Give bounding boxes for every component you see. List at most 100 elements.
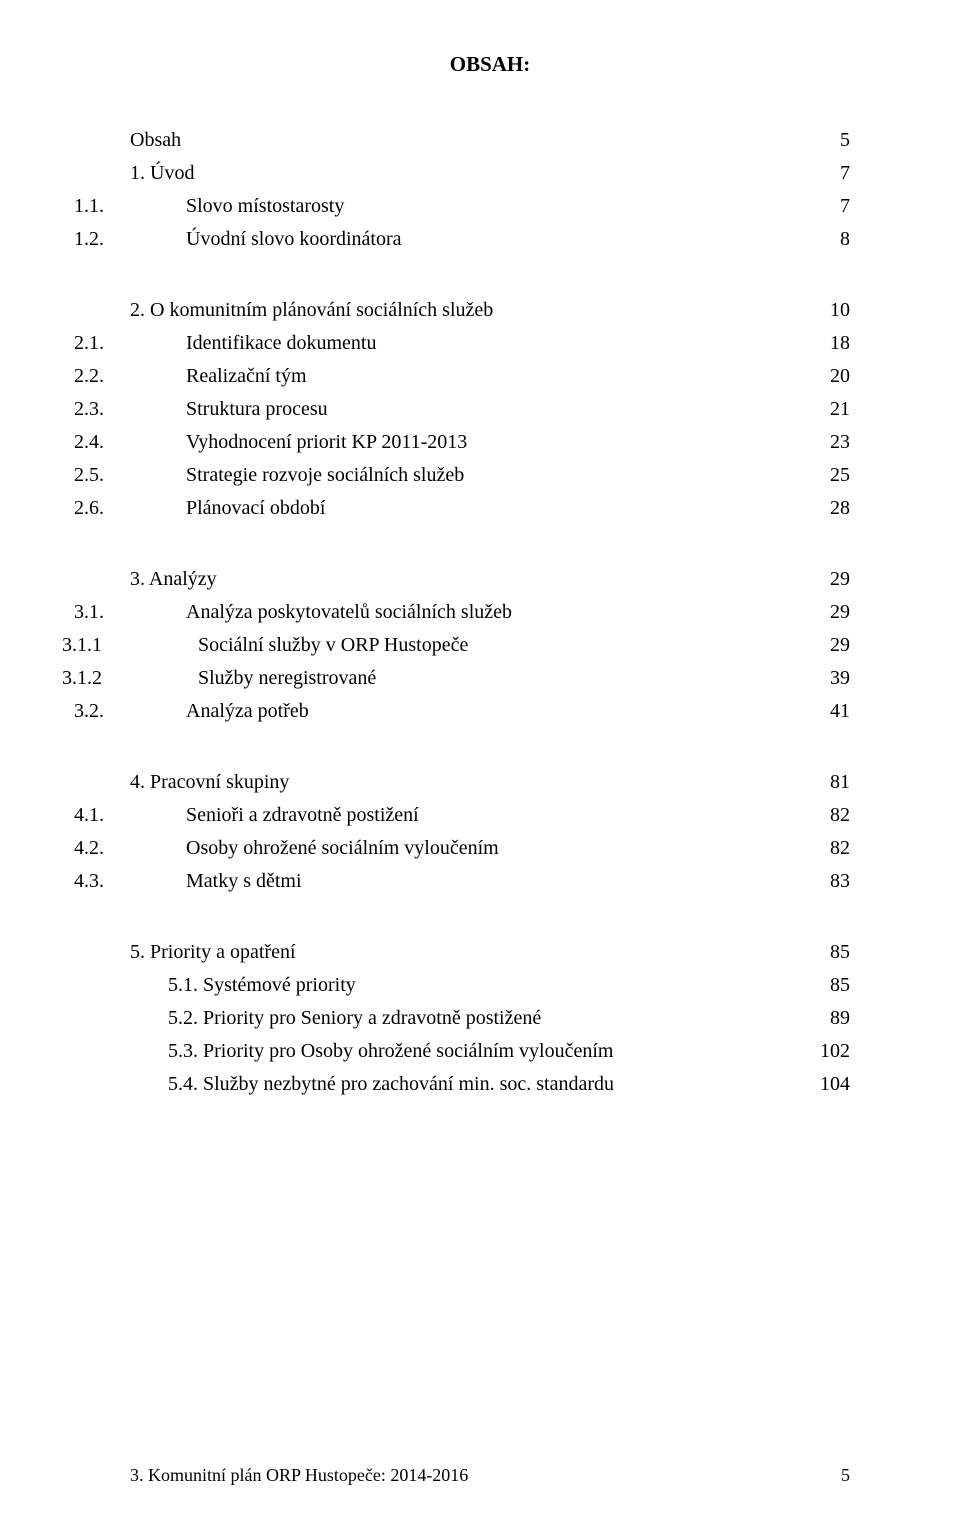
toc-row: 4.3.Matky s dětmi83 <box>130 866 850 897</box>
toc-row: 4.1.Senioři a zdravotně postižení82 <box>130 800 850 831</box>
toc-page-number: 104 <box>790 1069 850 1100</box>
toc-row: 1.1.Slovo místostarosty7 <box>130 191 850 222</box>
toc-label: 4.1.Senioři a zdravotně postižení <box>130 800 790 831</box>
toc-label: 3. Analýzy <box>130 564 790 595</box>
toc-row: 2.1.Identifikace dokumentu18 <box>130 328 850 359</box>
toc-page-number: 82 <box>790 800 850 831</box>
toc-number: 3.1.1 <box>130 630 198 661</box>
section-gap <box>130 257 850 295</box>
section-gap <box>130 729 850 767</box>
toc-row: Obsah5 <box>130 125 850 156</box>
toc-row: 5.2. Priority pro Seniory a zdravotně po… <box>130 1003 850 1034</box>
toc-row: 3.1.2Služby neregistrované39 <box>130 663 850 694</box>
toc-label: 5. Priority a opatření <box>130 937 790 968</box>
toc-page-number: 8 <box>790 224 850 255</box>
toc-number: 1.2. <box>130 224 186 255</box>
toc-number: 4.1. <box>130 800 186 831</box>
toc-row: 2.2.Realizační tým20 <box>130 361 850 392</box>
toc-row: 3.1.Analýza poskytovatelů sociálních slu… <box>130 597 850 628</box>
toc-row: 2.6.Plánovací období28 <box>130 493 850 524</box>
toc-row: 2. O komunitním plánování sociálních slu… <box>130 295 850 326</box>
toc-page-number: 82 <box>790 833 850 864</box>
toc-page-number: 20 <box>790 361 850 392</box>
toc-page-number: 5 <box>790 125 850 156</box>
toc-number: 4.2. <box>130 833 186 864</box>
toc-row: 2.5.Strategie rozvoje sociálních služeb2… <box>130 460 850 491</box>
toc-row: 1. Úvod7 <box>130 158 850 189</box>
toc-label: 2.4.Vyhodnocení priorit KP 2011-2013 <box>130 427 790 458</box>
toc-label: 1.2.Úvodní slovo koordinátora <box>130 224 790 255</box>
toc-page-number: 83 <box>790 866 850 897</box>
toc-label: 5.2. Priority pro Seniory a zdravotně po… <box>130 1003 790 1034</box>
toc-label: 2. O komunitním plánování sociálních slu… <box>130 295 790 326</box>
toc-row: 3.2.Analýza potřeb41 <box>130 696 850 727</box>
toc-number: 1.1. <box>130 191 186 222</box>
toc-page-number: 41 <box>790 696 850 727</box>
toc-label: 2.1.Identifikace dokumentu <box>130 328 790 359</box>
toc-label: 5.4. Služby nezbytné pro zachování min. … <box>130 1069 790 1100</box>
toc-label: 3.1.2Služby neregistrované <box>130 663 790 694</box>
page: OBSAH: Obsah51. Úvod71.1.Slovo místostar… <box>0 0 960 1538</box>
section-gap <box>130 899 850 937</box>
toc-row: 5.4. Služby nezbytné pro zachování min. … <box>130 1069 850 1100</box>
toc-label: 4.2.Osoby ohrožené sociálním vyloučením <box>130 833 790 864</box>
toc-label: 4.3.Matky s dětmi <box>130 866 790 897</box>
toc-number: 2.5. <box>130 460 186 491</box>
toc-page-number: 89 <box>790 1003 850 1034</box>
toc-label: 5.3. Priority pro Osoby ohrožené sociáln… <box>130 1036 790 1067</box>
toc-label: 4. Pracovní skupiny <box>130 767 790 798</box>
toc-page-number: 25 <box>790 460 850 491</box>
toc-label: Obsah <box>130 125 790 156</box>
toc-label: 3.1.Analýza poskytovatelů sociálních slu… <box>130 597 790 628</box>
toc-number: 4.3. <box>130 866 186 897</box>
toc-label: 1.1.Slovo místostarosty <box>130 191 790 222</box>
toc-row: 3.1.1Sociální služby v ORP Hustopeče29 <box>130 630 850 661</box>
toc-label: 2.6.Plánovací období <box>130 493 790 524</box>
page-heading: OBSAH: <box>130 48 850 81</box>
toc-page-number: 21 <box>790 394 850 425</box>
table-of-contents: Obsah51. Úvod71.1.Slovo místostarosty71.… <box>130 125 850 1100</box>
toc-row: 5.1. Systémové priority85 <box>130 970 850 1001</box>
toc-row: 5. Priority a opatření85 <box>130 937 850 968</box>
toc-number: 3.2. <box>130 696 186 727</box>
toc-page-number: 81 <box>790 767 850 798</box>
toc-label: 3.1.1Sociální služby v ORP Hustopeče <box>130 630 790 661</box>
toc-row: 5.3. Priority pro Osoby ohrožené sociáln… <box>130 1036 850 1067</box>
toc-label: 3.2.Analýza potřeb <box>130 696 790 727</box>
toc-page-number: 10 <box>790 295 850 326</box>
section-gap <box>130 526 850 564</box>
toc-number: 3.1.2 <box>130 663 198 694</box>
page-footer: 3. Komunitní plán ORP Hustopeče: 2014-20… <box>130 1462 850 1490</box>
toc-page-number: 7 <box>790 191 850 222</box>
toc-label: 2.2.Realizační tým <box>130 361 790 392</box>
toc-page-number: 39 <box>790 663 850 694</box>
toc-number: 3.1. <box>130 597 186 628</box>
toc-number: 2.2. <box>130 361 186 392</box>
toc-label: 2.5.Strategie rozvoje sociálních služeb <box>130 460 790 491</box>
toc-page-number: 7 <box>790 158 850 189</box>
toc-page-number: 18 <box>790 328 850 359</box>
toc-page-number: 29 <box>790 630 850 661</box>
toc-row: 1.2.Úvodní slovo koordinátora8 <box>130 224 850 255</box>
footer-page-number: 5 <box>841 1462 850 1490</box>
toc-label: 1. Úvod <box>130 158 790 189</box>
footer-left: 3. Komunitní plán ORP Hustopeče: 2014-20… <box>130 1462 468 1490</box>
toc-row: 4.2.Osoby ohrožené sociálním vyloučením8… <box>130 833 850 864</box>
toc-page-number: 29 <box>790 597 850 628</box>
toc-number: 2.1. <box>130 328 186 359</box>
toc-row: 2.4.Vyhodnocení priorit KP 2011-201323 <box>130 427 850 458</box>
toc-label: 2.3.Struktura procesu <box>130 394 790 425</box>
toc-page-number: 29 <box>790 564 850 595</box>
toc-number: 2.6. <box>130 493 186 524</box>
toc-row: 2.3.Struktura procesu21 <box>130 394 850 425</box>
toc-page-number: 28 <box>790 493 850 524</box>
toc-row: 3. Analýzy29 <box>130 564 850 595</box>
toc-label: 5.1. Systémové priority <box>130 970 790 1001</box>
toc-page-number: 85 <box>790 970 850 1001</box>
toc-page-number: 102 <box>790 1036 850 1067</box>
toc-number: 2.4. <box>130 427 186 458</box>
toc-page-number: 85 <box>790 937 850 968</box>
toc-row: 4. Pracovní skupiny81 <box>130 767 850 798</box>
toc-number: 2.3. <box>130 394 186 425</box>
toc-page-number: 23 <box>790 427 850 458</box>
